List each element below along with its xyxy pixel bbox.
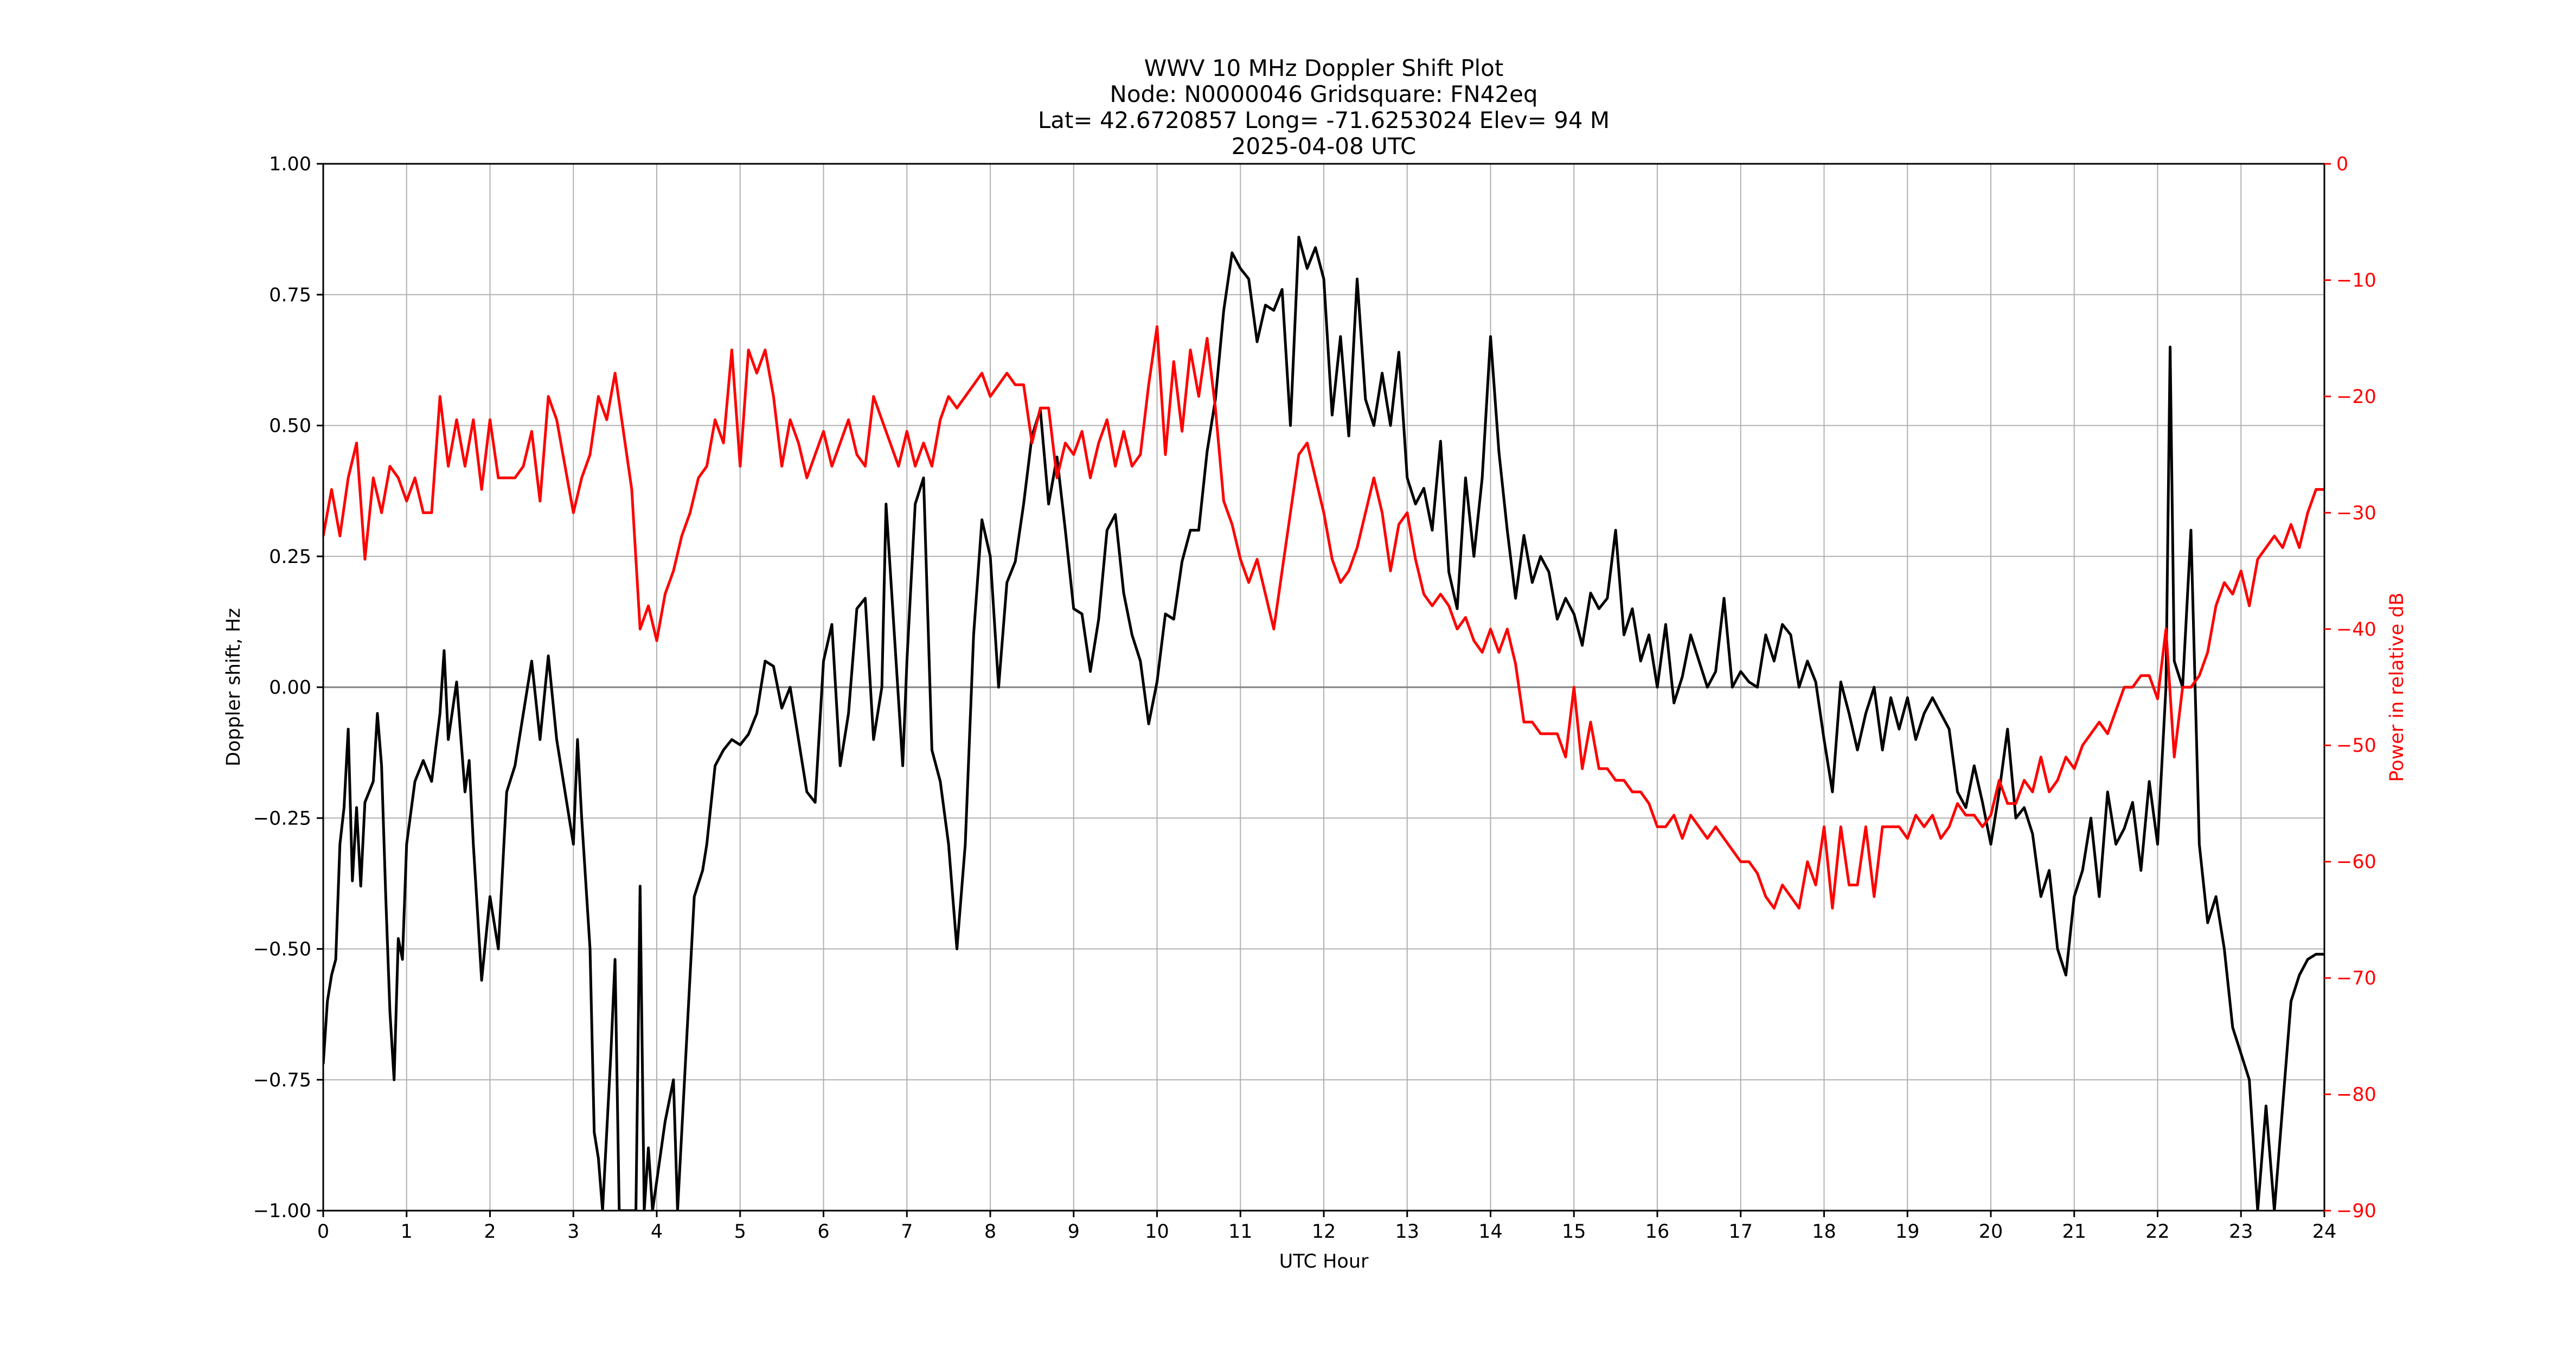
- x-tick-label: 18: [1812, 1221, 1836, 1243]
- y-axis-label: Doppler shift, Hz: [223, 608, 245, 766]
- y2-tick-label: −10: [2336, 270, 2376, 291]
- y2-tick-label: −30: [2336, 502, 2376, 524]
- y-tick-label: 1.00: [269, 153, 311, 175]
- x-tick-label: 3: [567, 1221, 579, 1243]
- x-tick-label: 17: [1728, 1221, 1753, 1243]
- x-tick-label: 16: [1645, 1221, 1670, 1243]
- y2-tick-label: −90: [2336, 1200, 2376, 1222]
- title-line-1: WWV 10 MHz Doppler Shift Plot: [1144, 55, 1504, 81]
- y-tick-label: −0.25: [253, 808, 311, 829]
- chart-title: WWV 10 MHz Doppler Shift Plot Node: N000…: [1038, 55, 1610, 159]
- x-tick-label: 21: [2062, 1221, 2086, 1243]
- x-tick-label: 23: [2229, 1221, 2253, 1243]
- y-tick-label: −0.50: [253, 939, 311, 961]
- x-tick-label: 13: [1395, 1221, 1419, 1243]
- x-tick-label: 19: [1895, 1221, 1920, 1243]
- title-line-4: 2025-04-08 UTC: [1232, 133, 1417, 159]
- x-tick-label: 0: [317, 1221, 329, 1243]
- y2-axis-label: Power in relative dB: [2386, 592, 2408, 782]
- x-tick-label: 7: [901, 1221, 913, 1243]
- y2-tick-label: 0: [2336, 153, 2348, 175]
- x-tick-label: 10: [1145, 1221, 1169, 1243]
- x-tick-label: 12: [1312, 1221, 1336, 1243]
- x-tick-label: 20: [1979, 1221, 2003, 1243]
- y-tick-label: 0.75: [269, 284, 311, 306]
- title-line-3: Lat= 42.6720857 Long= -71.6253024 Elev= …: [1038, 107, 1610, 133]
- x-tick-label: 14: [1478, 1221, 1503, 1243]
- x-tick-label: 9: [1068, 1221, 1080, 1243]
- x-tick-label: 2: [484, 1221, 496, 1243]
- power-line: [323, 325, 2324, 910]
- x-tick-label: 24: [2312, 1221, 2337, 1243]
- y2-tick-label: −60: [2336, 852, 2376, 873]
- y-tick-label: 0.00: [269, 677, 311, 699]
- y2-tick-label: −50: [2336, 735, 2376, 757]
- y2-tick-label: −70: [2336, 968, 2376, 989]
- doppler-shift-line: [323, 235, 2324, 1211]
- x-axis: 0 1 2 3 4 5 6 7 8 9 10 11 12 13 14 15 16 17 18 19 20 21 22 23 24: [317, 1211, 2336, 1243]
- y-axis-left: 1.00 0.75 0.50 0.25 0.00 −0.25 −0.50 −0.75 −1.00: [253, 153, 323, 1222]
- y-tick-label: −1.00: [253, 1200, 311, 1222]
- x-tick-label: 22: [2145, 1221, 2170, 1243]
- y-axis-right: 0 −10 −20 −30 −40 −50 −60 −70 −80 −90: [2324, 153, 2376, 1222]
- y-tick-label: 0.50: [269, 415, 311, 437]
- x-tick-label: 5: [734, 1221, 746, 1243]
- x-tick-label: 15: [1562, 1221, 1586, 1243]
- y2-tick-label: −80: [2336, 1084, 2376, 1106]
- y-tick-label: 0.25: [269, 546, 311, 568]
- plot-area: [323, 235, 2324, 1211]
- x-tick-label: 11: [1228, 1221, 1253, 1243]
- x-tick-label: 8: [984, 1221, 996, 1243]
- x-tick-label: 4: [651, 1221, 663, 1243]
- y2-tick-label: −20: [2336, 386, 2376, 408]
- x-axis-label: UTC Hour: [1279, 1251, 1369, 1272]
- x-tick-label: 6: [817, 1221, 829, 1243]
- y2-tick-label: −40: [2336, 619, 2376, 641]
- y-tick-label: −0.75: [253, 1070, 311, 1091]
- title-line-2: Node: N0000046 Gridsquare: FN42eq: [1110, 81, 1537, 107]
- x-tick-label: 1: [401, 1221, 413, 1243]
